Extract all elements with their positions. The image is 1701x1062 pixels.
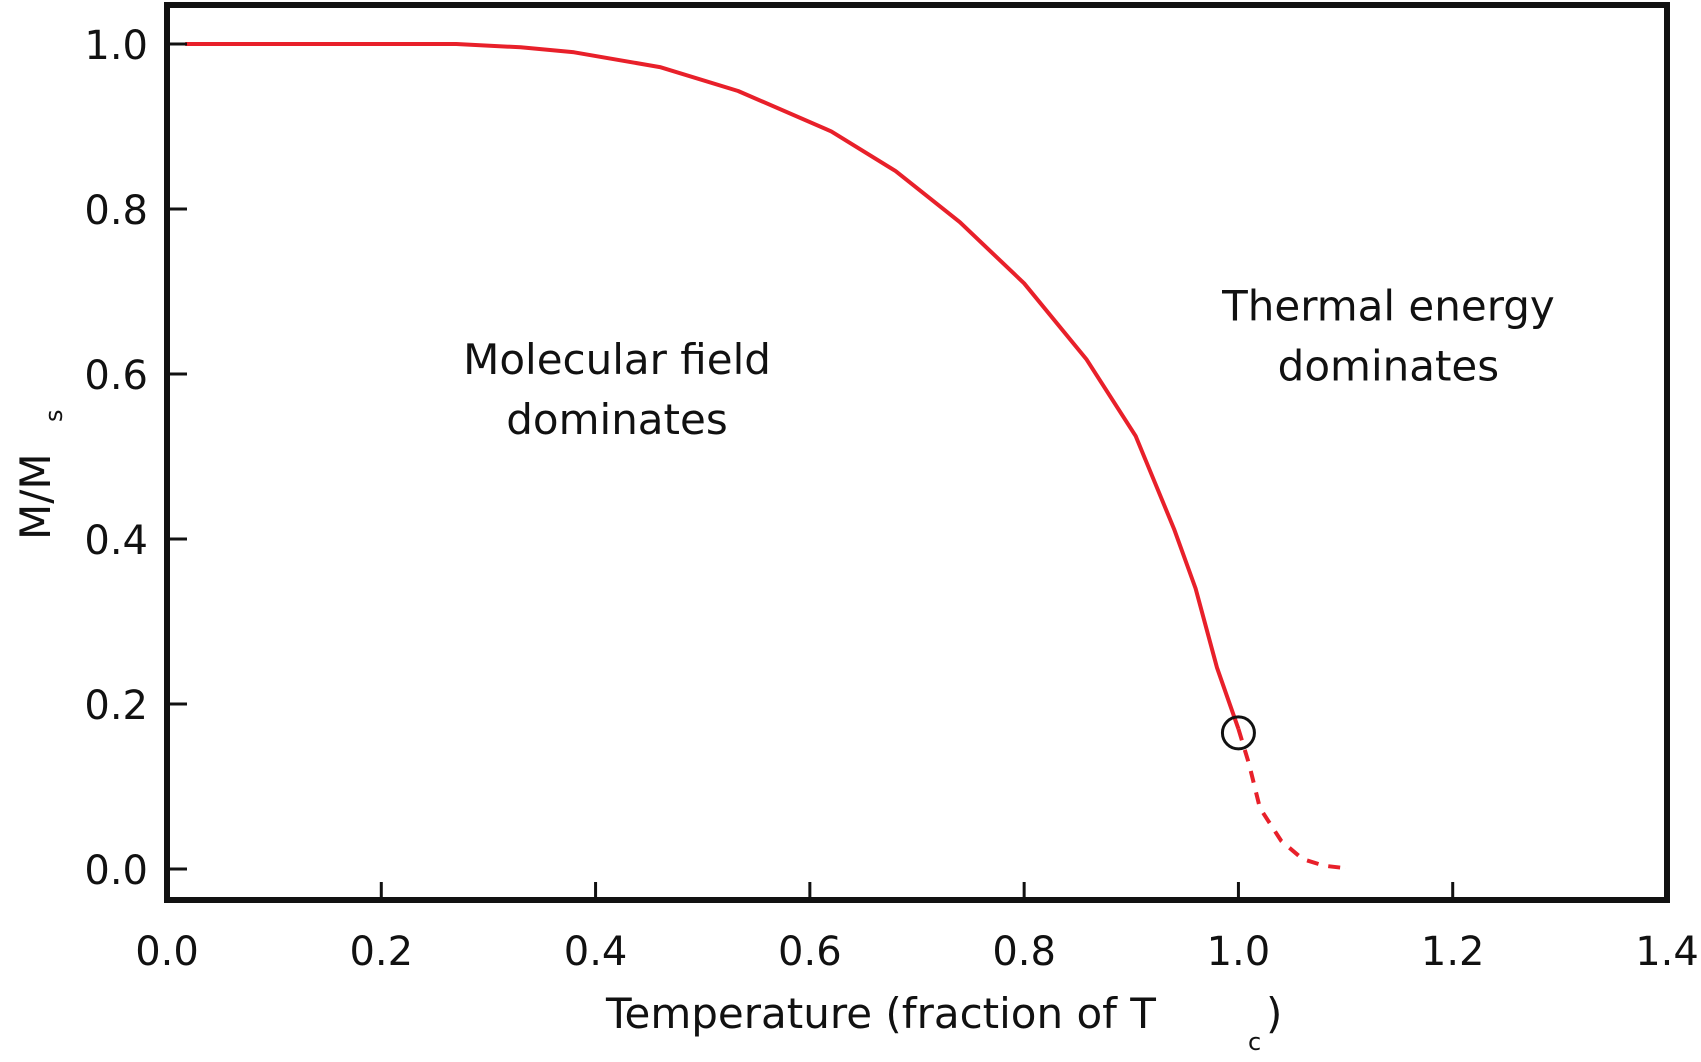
y-tick-label: 0.8 [84,188,148,234]
axis-ticks: 0.0 0.2 0.4 0.6 0.8 1.0 1.2 1.4 0.0 0.2 0.4 0.6 0.8 1… [84,23,1698,975]
x-tick-label: 0.6 [778,929,842,975]
annotation-text: Thermal energy [1221,281,1555,330]
x-tick-label: 0.4 [564,929,628,975]
x-tick-label: 1.4 [1635,929,1699,975]
annotations: Molecular field dominates Thermal energy do… [463,281,1555,444]
x-tick-label: 0.0 [135,929,199,975]
x-tick-label: 0.2 [349,929,413,975]
y-tick-label: 0.0 [84,848,148,894]
y-tick-label: 0.4 [84,518,148,564]
x-tick-label: 1.0 [1207,929,1271,975]
y-tick-label: 0.6 [84,353,148,399]
y-tick-label: 1.0 [84,23,148,69]
x-tick-label: 0.8 [992,929,1056,975]
solid-curve-series [185,42,1241,730]
x-axis-label-subscript: c [1248,1028,1261,1056]
y-axis-label-subscript: s [40,409,68,422]
x-axis-label: Temperature (fraction of T [605,989,1156,1038]
annotation-text: dominates [1278,341,1499,390]
x-tick-label: 1.2 [1421,929,1485,975]
x-axis-label-close: ) [1266,989,1282,1038]
plot-frame [164,2,1670,903]
y-axis-label: M/M [11,453,60,540]
plot-marks [185,42,1346,871]
annotation-text: Molecular field [463,335,771,384]
curie-point-marker [1220,715,1256,751]
annotation-text: dominates [506,395,727,444]
dashed-curve-series [1236,728,1346,871]
y-tick-label: 0.2 [84,683,148,729]
